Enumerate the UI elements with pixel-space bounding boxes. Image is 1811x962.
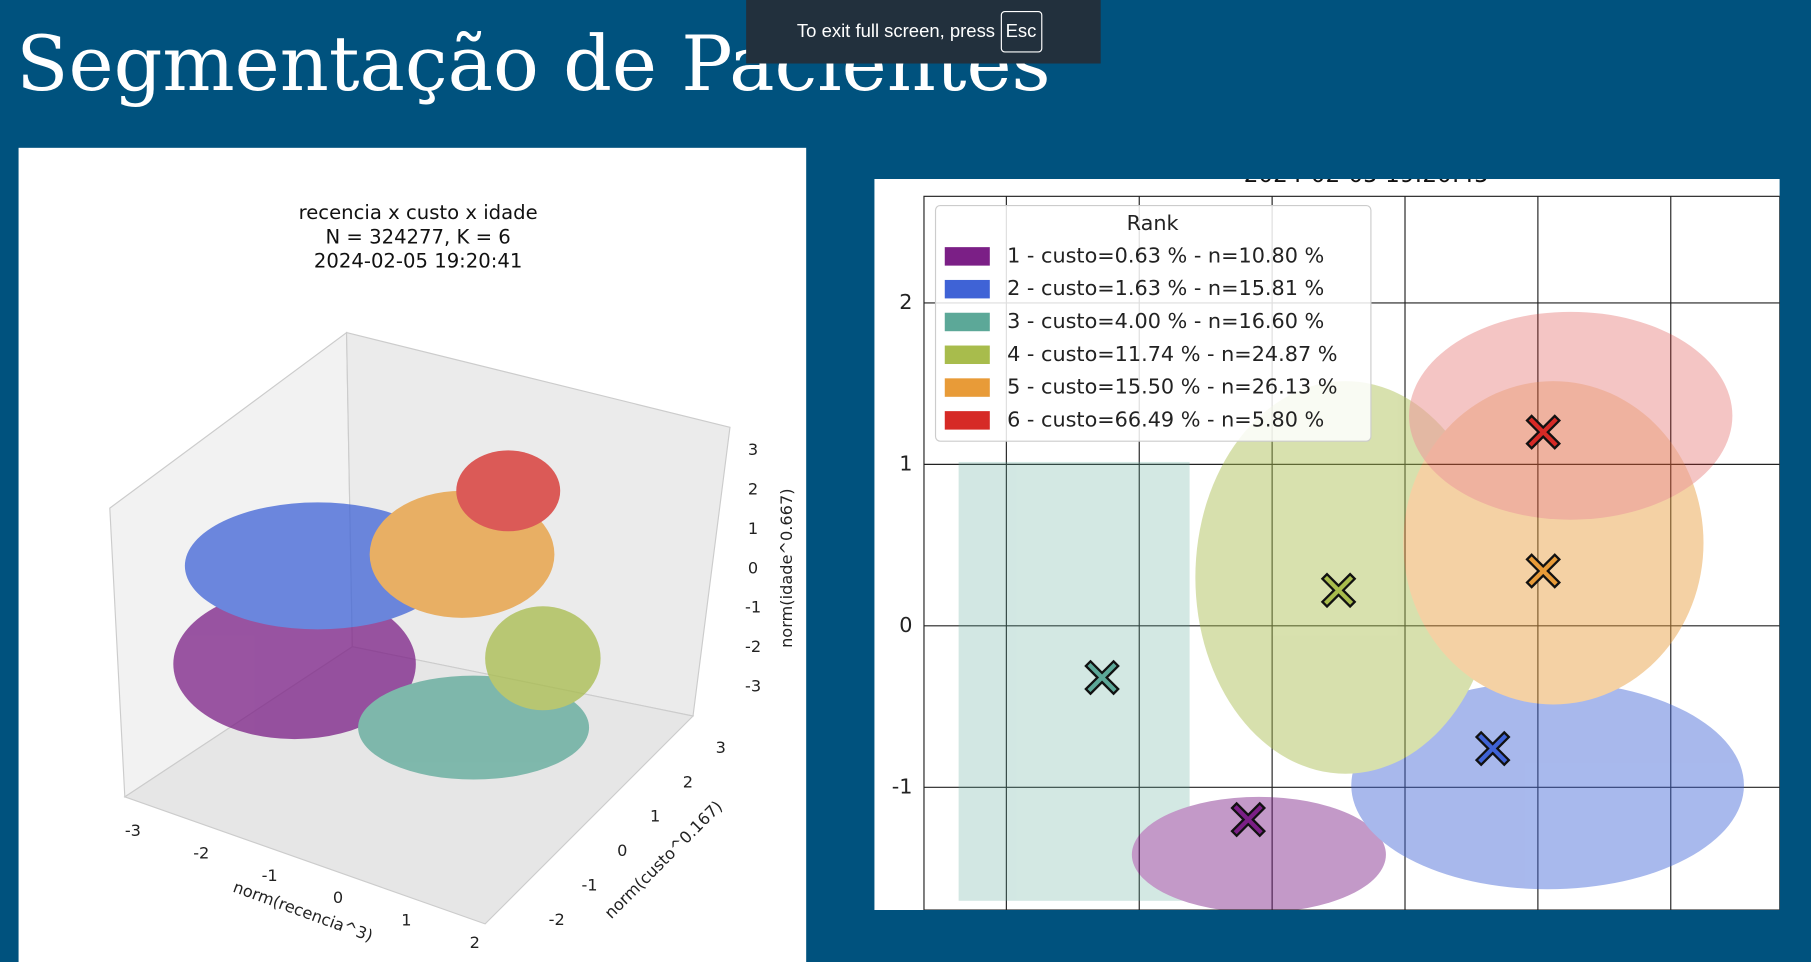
legend-swatch: [944, 247, 990, 266]
cloud: [958, 461, 1190, 901]
tick-label: 2: [683, 772, 693, 791]
tick-label: 1: [650, 807, 660, 826]
y-tick-label: 1: [899, 451, 912, 475]
plot-frame: [923, 195, 1780, 911]
tick-label: -2: [549, 910, 565, 929]
legend: [934, 204, 1372, 442]
tick-label: -1: [745, 598, 761, 617]
legend-label: 1 - custo=0.63 % - n=10.80 %: [1007, 243, 1324, 267]
tick-label: -1: [262, 866, 278, 885]
point-clouds: [173, 450, 601, 780]
tick-label: 0: [617, 841, 627, 860]
chart-title: 2024-02-05 19:20:45: [1244, 162, 1489, 188]
tick-label: -3: [745, 677, 761, 696]
chart-title-line: recencia x custo x idade: [299, 201, 538, 224]
legend-entries: 1 - custo=0.63 % - n=10.80 % 2 - custo=1.…: [944, 243, 1338, 431]
y-tick-label: 2: [899, 290, 912, 314]
chart-title-line: N = 324277, K = 6: [326, 225, 511, 248]
legend-label: 5 - custo=15.50 % - n=26.13 %: [1007, 375, 1337, 399]
tick-label: -3: [125, 821, 141, 840]
notice-text: To exit full screen, press: [797, 20, 995, 41]
legend-swatch: [944, 345, 990, 365]
tick-label: -2: [193, 843, 209, 862]
legend-swatch: [944, 279, 990, 299]
tick-label: 2: [748, 479, 758, 498]
legend-swatch: [944, 411, 990, 430]
tick-label: 3: [716, 738, 726, 757]
legend-label: 6 - custo=66.49 % - n=5.80 %: [1007, 407, 1324, 431]
cloud: [1351, 681, 1744, 890]
legend-label: 3 - custo=4.00 % - n=16.60 %: [1007, 309, 1324, 333]
centroid: [1525, 414, 1562, 450]
centroid: [1084, 659, 1120, 696]
cloud: [485, 606, 601, 711]
right-chart: 2024-02-05 19:20:45 -1 0 1 2 Rank 1 - custo…: [874, 162, 1780, 911]
legend-title: Rank: [1127, 211, 1179, 235]
axis-label: norm(idade^0.667): [777, 488, 796, 647]
legend-swatch: [944, 378, 990, 397]
chart-title-line: 2024-02-05 19:20:41: [314, 250, 522, 273]
tick-label: 0: [748, 558, 758, 577]
tick-label: 1: [748, 519, 758, 538]
cloud: [1409, 311, 1733, 520]
centroids: [1084, 414, 1562, 838]
tick-label: 1: [401, 911, 411, 930]
y-tick-label: -1: [892, 774, 913, 798]
tick-label: 3: [748, 440, 758, 459]
legend-label: 2 - custo=1.63 % - n=15.81 %: [1007, 276, 1324, 300]
cloud: [456, 450, 561, 532]
tick-label: -2: [745, 637, 761, 656]
cloud: [1403, 381, 1704, 705]
tick-label: 2: [470, 933, 480, 952]
cloud: [1131, 796, 1386, 911]
legend-label: 4 - custo=11.74 % - n=24.87 %: [1007, 342, 1337, 366]
tick-label: 0: [333, 888, 343, 907]
key-box: [1000, 10, 1043, 53]
legend-swatch: [944, 312, 990, 332]
tick-label: -1: [581, 876, 597, 895]
centroid: [1230, 801, 1267, 838]
centroid: [1474, 730, 1511, 767]
y-tick-label: 0: [899, 613, 912, 637]
centroid: [1320, 572, 1357, 609]
centroid: [1525, 553, 1562, 589]
key-label: Esc: [1006, 20, 1037, 41]
